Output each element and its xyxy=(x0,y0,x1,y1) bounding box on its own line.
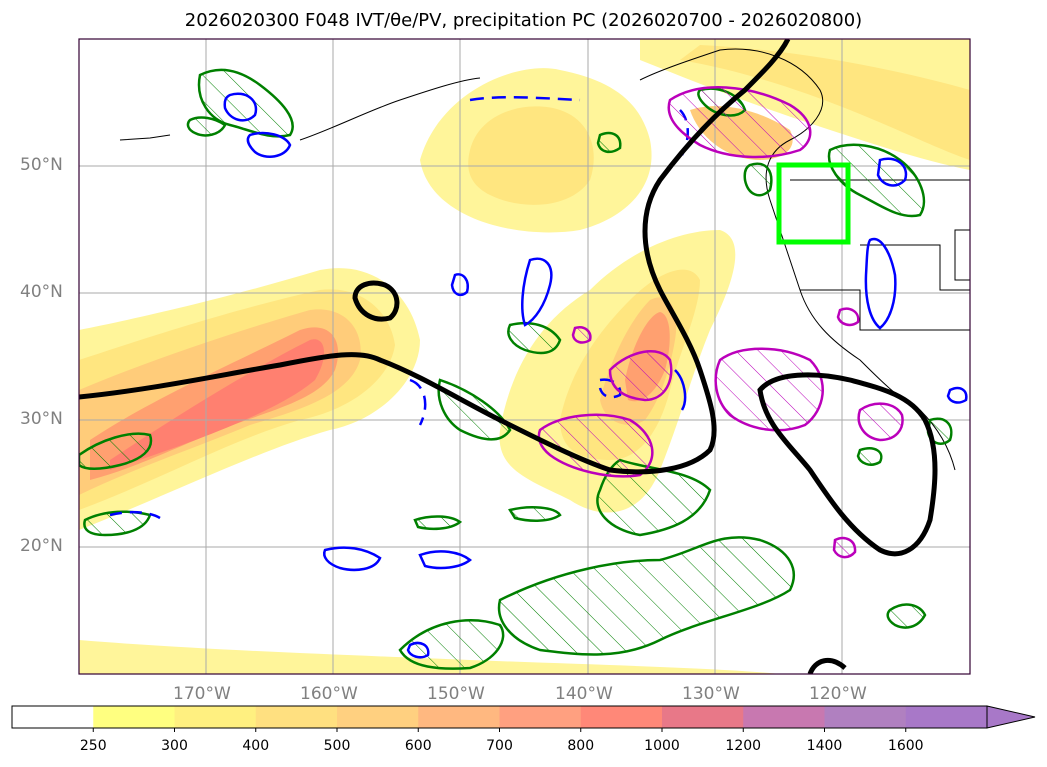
colorbar-extend-arrow xyxy=(986,705,1036,729)
colorbar xyxy=(11,705,1036,732)
colorbar-swatch xyxy=(499,706,582,728)
lon-label-120w: 120°W xyxy=(809,684,867,704)
pc-region-east xyxy=(714,347,824,432)
highlight-box xyxy=(776,162,851,245)
colorbar-swatch xyxy=(580,706,663,728)
pc-region-central xyxy=(537,413,654,478)
colorbar-tick-label: 1400 xyxy=(806,738,843,754)
colorbar-tick-label: 1200 xyxy=(725,738,762,754)
colorbar-tick-label: 600 xyxy=(404,738,432,754)
colorbar-swatch xyxy=(174,706,257,728)
theta-e-loop-east xyxy=(757,372,938,557)
colorbar-tick-label: 1600 xyxy=(887,738,924,754)
colorbar-swatch xyxy=(824,706,907,728)
colorbar-tick-label: 1000 xyxy=(644,738,680,754)
colorbar-tick-label: 800 xyxy=(567,738,595,754)
colorbar-swatch xyxy=(743,706,825,728)
colorbar-tick-label: 250 xyxy=(79,738,107,754)
lat-label-20n: 20°N xyxy=(20,536,63,556)
colorbar-swatch xyxy=(12,706,94,728)
lat-label-30n: 30°N xyxy=(20,409,63,429)
theta-e-contours xyxy=(79,39,938,674)
colorbar-tick-label: 700 xyxy=(486,738,513,754)
map-frame xyxy=(78,38,971,675)
lat-label-50n: 50°N xyxy=(20,155,63,175)
colorbar-swatch xyxy=(418,706,500,728)
lon-label-160w: 160°W xyxy=(300,684,358,704)
lat-label-40n: 40°N xyxy=(20,282,63,302)
theta-e-loop-north xyxy=(352,280,400,322)
colorbar-swatch xyxy=(255,706,338,728)
pc-contours xyxy=(537,86,904,559)
colorbar-swatch xyxy=(905,706,988,728)
lon-label-130w: 130°W xyxy=(682,684,740,704)
map-title: 2026020300 F048 IVT/θe/PV, precipitation… xyxy=(184,10,863,31)
ivt-fill-layer xyxy=(79,39,970,674)
colorbar-swatch xyxy=(93,706,175,728)
pv-contours xyxy=(109,92,968,659)
colorbar-tick-label: 400 xyxy=(242,738,270,754)
theta-e-main xyxy=(79,39,791,475)
lon-label-170w: 170°W xyxy=(173,684,231,704)
colorbar-tick-label: 500 xyxy=(323,738,351,754)
colorbar-swatch xyxy=(337,706,419,728)
lon-label-140w: 140°W xyxy=(555,684,613,704)
colorbar-tick-label: 300 xyxy=(161,738,188,754)
colorbar-swatch xyxy=(662,706,744,728)
lon-label-150w: 150°W xyxy=(427,684,485,704)
